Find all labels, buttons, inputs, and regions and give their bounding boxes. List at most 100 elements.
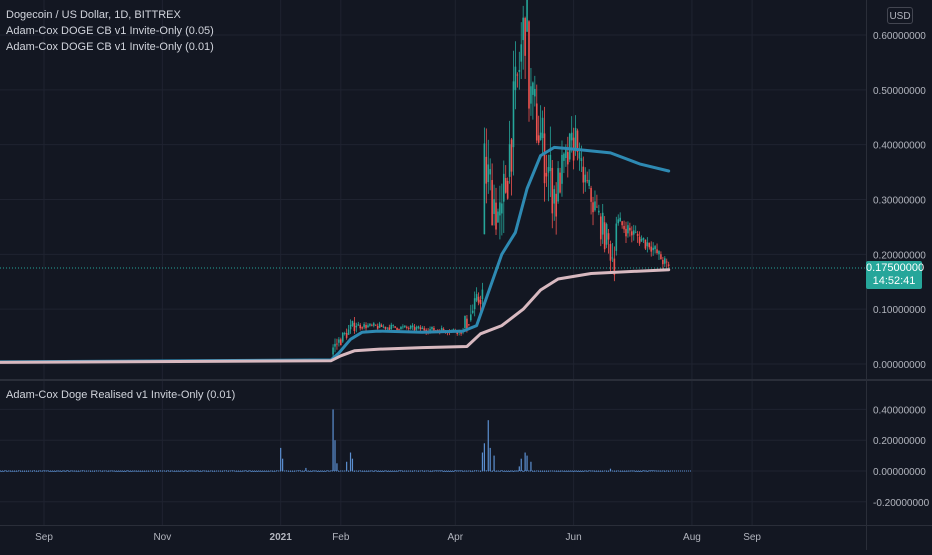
histogram-bar [123, 471, 124, 472]
histogram-bar [383, 471, 384, 472]
histogram-bar [447, 471, 448, 472]
candle-body [336, 344, 338, 345]
candle-body [431, 327, 433, 330]
y-tick-label: 0.20000000 [873, 250, 926, 261]
candle-body [559, 173, 561, 193]
x-tick-label: 2021 [270, 532, 293, 543]
candle-body [643, 238, 645, 240]
candle-body [635, 232, 637, 233]
candle-body [350, 325, 352, 330]
candle-body [598, 211, 600, 213]
candle-body [497, 212, 499, 223]
candle-body [344, 333, 346, 334]
candle-body [505, 178, 507, 193]
candle-body [396, 328, 398, 331]
y-tick-label: 0.00000000 [873, 360, 926, 371]
candle-body [515, 67, 517, 90]
y-tick-label: 0.40000000 [873, 405, 926, 416]
y-tick-label: 0.30000000 [873, 196, 926, 207]
candle-body [524, 18, 526, 56]
histogram-bar [253, 471, 254, 472]
candle-body [398, 329, 400, 330]
candle-body [666, 262, 668, 263]
candle-body [433, 328, 435, 330]
candle-body [637, 234, 639, 236]
candle-body [493, 199, 495, 214]
histogram-bar [280, 448, 281, 471]
x-tick-label: Aug [683, 532, 701, 543]
candle-body [633, 230, 635, 234]
histogram-bar [482, 453, 483, 471]
histogram-bar [530, 462, 531, 471]
candle-body [468, 324, 470, 325]
x-tick-label: Sep [743, 532, 761, 543]
candle-body [489, 169, 491, 174]
candle-body [550, 155, 552, 171]
y-tick-label: 0.00000000 [873, 467, 926, 478]
candle-body [627, 225, 629, 233]
candle-body [579, 152, 581, 158]
candle-body [509, 144, 511, 177]
histogram-bar [350, 453, 351, 471]
histogram-bar [526, 456, 527, 471]
candle-body [623, 226, 625, 229]
candle-body [371, 325, 373, 326]
candle-body [377, 326, 379, 329]
candle-body [664, 258, 666, 263]
last-price-value: 0.17500000 [866, 262, 922, 275]
candle-body [354, 323, 356, 331]
candle-body [538, 135, 540, 142]
histogram-bar [189, 471, 190, 472]
candle-body [499, 202, 501, 215]
candle-body [342, 333, 344, 342]
candle-body [373, 323, 375, 325]
y-tick-label: 0.10000000 [873, 305, 926, 316]
candle-body [584, 175, 586, 183]
histogram-bar [579, 471, 580, 472]
candle-body [363, 324, 365, 327]
candle-body [557, 168, 559, 201]
candle-body [528, 21, 530, 108]
candle-body [588, 180, 590, 186]
symbol-title[interactable]: Dogecoin / US Dollar, 1D, BITTREX [6, 8, 181, 22]
candle-body [602, 213, 604, 235]
candle-body [420, 327, 422, 329]
candle-body [414, 327, 416, 330]
y-tick-label: -0.20000000 [873, 498, 930, 509]
indicator-legend-1[interactable]: Adam-Cox DOGE CB v1 Invite-Only (0.05) [6, 24, 214, 38]
candle-body [612, 258, 614, 259]
candle-body [503, 174, 505, 202]
candle-body [569, 134, 571, 160]
indicator-legend-2[interactable]: Adam-Cox DOGE CB v1 Invite-Only (0.01) [6, 40, 214, 54]
currency-button[interactable]: USD [887, 7, 913, 24]
candle-body [476, 294, 478, 301]
candle-body [592, 202, 594, 212]
candle-body [604, 222, 606, 249]
candle-body [367, 325, 369, 327]
histogram-bar [490, 448, 491, 471]
histogram-bar [449, 471, 450, 472]
subpane-title[interactable]: Adam-Cox Doge Realised v1 Invite-Only (0… [6, 389, 235, 401]
y-tick-label: 0.20000000 [873, 436, 926, 447]
x-tick-label: Sep [35, 532, 53, 543]
candle-body [394, 326, 396, 328]
candle-body [392, 325, 394, 326]
candle-body [470, 314, 472, 320]
candle-body [365, 325, 367, 328]
candle-body [641, 239, 643, 242]
candle-body [340, 339, 342, 345]
candle-body [334, 344, 336, 347]
candle-body [616, 224, 618, 251]
last-price-tag: 0.17500000 14:52:41 [866, 261, 922, 289]
candle-body [474, 298, 476, 309]
candle-body [563, 154, 565, 161]
candle-body [520, 44, 522, 61]
histogram-bar [352, 459, 353, 471]
histogram-bar [643, 470, 644, 471]
candle-body [346, 333, 348, 338]
histogram-bar [282, 459, 283, 471]
candle-body [536, 103, 538, 140]
candle-body [487, 164, 489, 182]
